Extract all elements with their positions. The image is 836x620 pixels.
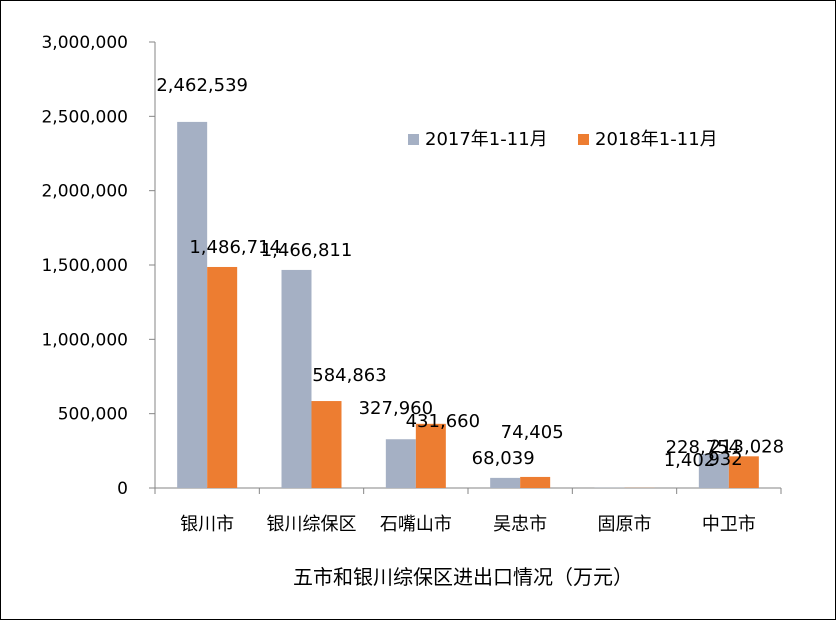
y-tick-label: 1,000,000 [41, 330, 128, 350]
bar [281, 269, 312, 488]
bar [728, 456, 759, 488]
data-label: 431,660 [406, 411, 480, 432]
data-label: 327,960 [359, 398, 433, 419]
bar [490, 477, 521, 488]
bar [520, 476, 551, 488]
bar [311, 401, 342, 488]
axes-layer: 0 500,000 1,000,000 1,500,000 2,000,000 2,500… [41, 33, 782, 535]
data-label: 1,486,714 [189, 237, 281, 258]
bar [415, 423, 446, 488]
x-tick-label: 中卫市 [702, 514, 756, 535]
data-label: 1,466,811 [261, 240, 353, 261]
y-tick-label: 3,000,000 [41, 33, 128, 53]
data-label: 228,754 [666, 437, 740, 458]
y-tick-label: 0 [117, 479, 128, 499]
y-tick-label: 500,000 [58, 405, 128, 425]
data-label: 74,405 [501, 422, 564, 443]
bar [698, 453, 729, 488]
data-label: 1,402 [664, 450, 716, 471]
legend: 2017年1-11月 2018年1-11月 [408, 129, 718, 150]
chart-title: 五市和银川综保区进出口情况（万元） [293, 565, 633, 589]
data-label: 213,028 [710, 436, 784, 457]
x-tick-label: 石嘴山市 [380, 514, 452, 535]
bar [177, 121, 208, 489]
x-tick-label: 银川综保区 [267, 514, 357, 535]
bars-layer [177, 121, 759, 489]
legend-label: 2018年1-11月 [595, 129, 718, 150]
data-label: 68,039 [472, 448, 535, 469]
bar [207, 266, 238, 488]
y-tick-label: 2,500,000 [41, 107, 128, 127]
x-tick-label: 固原市 [598, 514, 652, 535]
bar [385, 439, 416, 488]
y-tick-label: 1,500,000 [41, 256, 128, 276]
legend-swatch [408, 134, 419, 145]
legend-swatch [578, 134, 589, 145]
x-tick-label: 银川市 [180, 514, 234, 535]
data-label: 2,462,539 [156, 75, 248, 96]
x-tick-label: 吴忠市 [493, 514, 547, 535]
legend-label: 2017年1-11月 [425, 129, 548, 150]
data-label: 584,863 [312, 365, 386, 386]
y-tick-label: 2,000,000 [41, 182, 128, 202]
data-labels-layer: 2,462,539 1,466,811 327,960 68,039 1,402228,… [156, 75, 784, 471]
data-label: 932 [708, 449, 742, 470]
